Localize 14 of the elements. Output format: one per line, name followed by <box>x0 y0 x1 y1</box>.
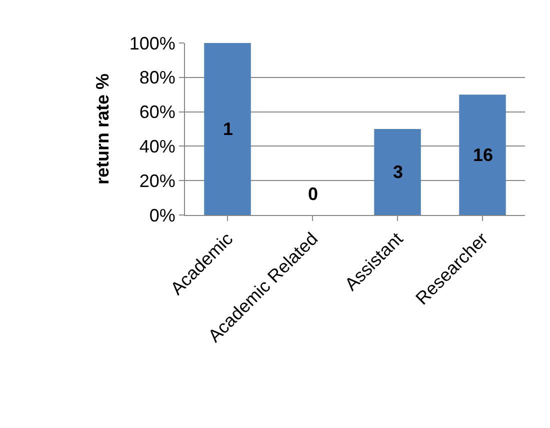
bar <box>374 129 421 215</box>
y-tick-label: 40% <box>139 136 176 156</box>
annotation: 16 <box>473 145 494 165</box>
y-tick-label: 20% <box>139 170 176 191</box>
annotation: 3 <box>393 162 404 182</box>
y-tick-label: 80% <box>139 68 176 88</box>
annotation: 1 <box>223 119 234 139</box>
bar <box>204 43 251 215</box>
y-tick-label: 60% <box>139 102 176 122</box>
y-tick-label: 100% <box>129 33 176 54</box>
y-tick-label: 0% <box>149 205 176 226</box>
annotation: 0 <box>308 184 318 204</box>
bar <box>459 94 506 215</box>
y-axis-title: return rate % <box>92 73 113 185</box>
